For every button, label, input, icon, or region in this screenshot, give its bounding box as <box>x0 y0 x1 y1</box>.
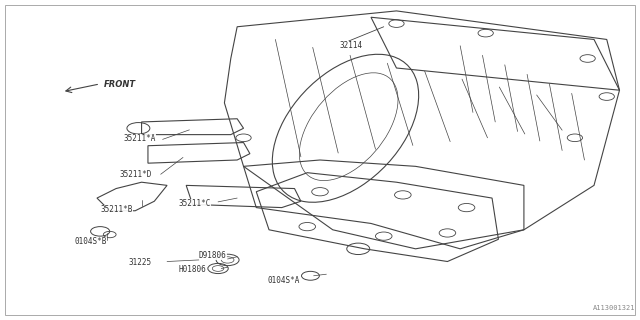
Text: 0104S*B: 0104S*B <box>75 237 107 246</box>
Text: 31225: 31225 <box>129 258 152 267</box>
Text: 35211*A: 35211*A <box>124 134 156 143</box>
Text: 35211*C: 35211*C <box>179 199 211 208</box>
Text: 32114: 32114 <box>339 41 362 50</box>
Text: A113001321: A113001321 <box>593 305 636 311</box>
Text: 35211*D: 35211*D <box>119 170 152 179</box>
Text: D91806: D91806 <box>199 251 227 260</box>
Text: 35211*B: 35211*B <box>100 205 132 214</box>
Text: FRONT: FRONT <box>103 80 136 89</box>
Text: 0104S*A: 0104S*A <box>268 276 300 285</box>
Text: H01806: H01806 <box>179 265 206 274</box>
